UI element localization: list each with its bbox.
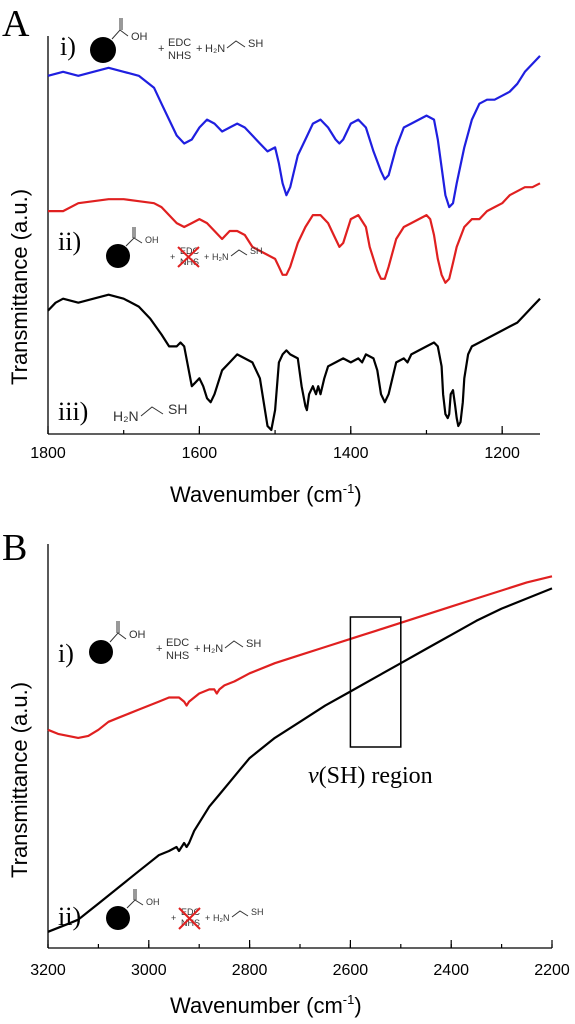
thiol-label: SH [251,907,264,917]
plus-sign: + [194,643,200,655]
panel-b-label-i: i) [58,639,74,668]
x-tick-label: 2200 [534,962,570,979]
plus-sign: + [196,43,202,55]
spectrum-line-a-3 [47,293,541,432]
amine-label: H₂N [203,643,223,655]
ethyl-bond [224,640,244,649]
carboxyl-bond [125,237,143,247]
panel-a-label-i: i) [60,32,76,61]
cross-out-icon [177,246,200,268]
panel-a-y-axis-title: Transmittance (a.u.) [7,189,32,385]
panel-b-x-axis-title: Wavenumber (cm-1) [170,992,362,1018]
hydroxyl-label: OH [131,31,148,43]
ethyl-bond [140,406,164,417]
ethyl-bond [226,40,246,49]
thiol-label: SH [250,246,263,256]
panel-b: B 3200 3000 2800 2600 2400 2200 Wavenumber (c… [2,527,570,1018]
hydroxyl-label: OH [145,235,159,245]
panel-a-series [47,55,541,432]
hydroxyl-label: OH [146,897,160,907]
panel-a-label-ii: ii) [58,227,81,256]
hydroxyl-label: OH [129,629,146,641]
x-tick-label: 3000 [131,962,167,979]
thiol-label: SH [248,38,263,50]
edc-label: EDC [181,907,201,917]
particle-icon [106,244,130,268]
plus-sign: + [171,913,176,923]
x-tick-label: 1600 [182,445,218,462]
plus-sign: + [205,913,210,923]
x-tick-label: 1800 [30,445,66,462]
x-tick-label: 2800 [232,962,268,979]
particle-icon [90,37,116,63]
nhs-label: NHS [180,257,199,267]
panel-b-x-ticks: 3200 3000 2800 2600 2400 2200 [30,940,570,979]
nhs-label: NHS [181,918,200,928]
plus-sign: + [156,643,162,655]
reagents-a-ii: OH + EDC NHS + H₂N SH [106,227,263,268]
cross-out-icon [178,907,201,930]
amine-label: H₂N [205,43,225,55]
sh-region-label: v(SH) region [308,763,433,789]
spectrum-line-a-2 [48,182,541,284]
panel-a-letter: A [2,3,30,45]
edc-label: EDC [180,246,200,256]
panel-a-x-axis-title: Wavenumber (cm-1) [170,481,362,507]
plus-sign: + [204,252,209,262]
panel-b-series [47,575,553,933]
reagents-b-i: OH + EDC NHS + H₂N SH [89,621,261,664]
amine-label: H₂N [212,252,229,262]
carboxyl-bond [111,29,129,40]
edc-label: EDC [166,637,189,649]
particle-icon [106,906,130,930]
amine-label: H₂N [213,913,230,923]
x-tick-label: 1200 [484,445,520,462]
reagents-b-ii: OH + EDC NHS + H₂N SH [106,889,264,930]
carboxyl-bond [126,899,144,909]
plus-sign: + [170,252,175,262]
spectrum-line-b-1 [47,575,553,740]
panel-a: A 1800 1600 1400 1200 Wavenumber (cm-1) Tra… [2,3,541,507]
reagents-a-iii: H₂N SH [113,401,187,424]
x-tick-label: 2600 [333,962,369,979]
particle-icon [89,640,113,664]
reagents-a-i: OH + EDC NHS + H₂N SH [90,18,263,63]
edc-label: EDC [168,37,191,49]
panel-b-y-axis-title: Transmittance (a.u.) [7,682,32,878]
panel-b-label-ii: ii) [58,902,81,931]
x-tick-label: 2400 [433,962,469,979]
nhs-label: NHS [168,50,191,62]
ethyl-bond [230,249,248,257]
thiol-label: SH [246,638,261,650]
spectrum-line-a-1 [47,55,541,209]
thiol-label: SH [168,401,187,417]
spectrum-line-b-2 [47,587,553,933]
panel-a-x-ticks: 1800 1600 1400 1200 [30,426,520,462]
x-tick-label: 1400 [333,445,369,462]
sh-region-box [349,616,402,748]
ethyl-bond [231,910,249,918]
panel-b-letter: B [2,527,27,569]
x-tick-label: 3200 [30,962,66,979]
panel-a-label-iii: iii) [58,397,88,426]
amine-label: H₂N [113,408,139,424]
nhs-label: NHS [166,650,189,662]
carboxyl-bond [109,632,127,643]
plus-sign: + [158,43,164,55]
